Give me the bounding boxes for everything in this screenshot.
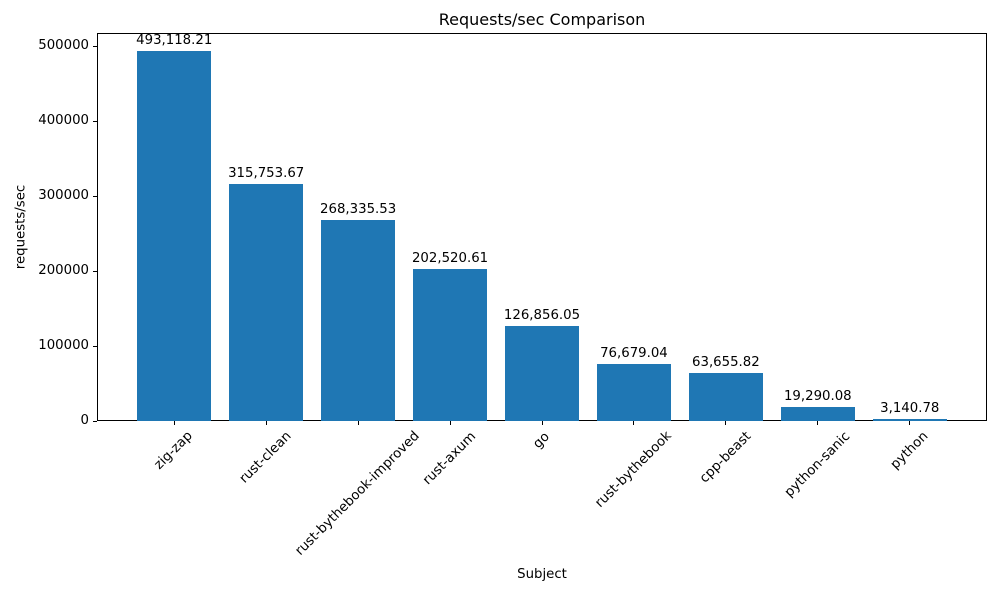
x-tick — [173, 421, 175, 425]
y-tick — [93, 345, 97, 347]
x-tick-label: zig-zap — [151, 428, 196, 474]
y-tick — [93, 195, 97, 197]
y-tick — [93, 120, 97, 122]
bar-zig-zap — [137, 51, 211, 421]
bar-cpp-beast — [689, 373, 763, 421]
y-tick-label: 200000 — [38, 263, 89, 279]
y-tick — [93, 270, 97, 272]
x-tick-label: rust-axum — [420, 428, 480, 488]
x-tick — [909, 421, 911, 425]
bar-value-label: 19,290.08 — [783, 388, 852, 404]
x-tick — [449, 421, 451, 425]
y-tick-label: 500000 — [38, 38, 89, 54]
x-tick-label: rust-bythebook — [592, 428, 675, 512]
bar-python-sanic — [781, 406, 855, 421]
bar-value-label: 3,140.78 — [880, 400, 940, 416]
bar-rust-clean — [229, 184, 303, 421]
x-tick — [357, 421, 359, 425]
bar-value-label: 315,753.67 — [228, 166, 305, 182]
bar-value-label: 63,655.82 — [692, 355, 760, 371]
bar-value-label: 202,520.61 — [411, 251, 489, 267]
x-axis-label: Subject — [517, 567, 567, 582]
bar-value-label: 76,679.04 — [600, 345, 668, 361]
bar-python — [872, 418, 947, 421]
y-tick-label: 400000 — [38, 113, 89, 129]
x-tick-label: rust-bythebook-improved — [292, 428, 423, 560]
x-tick-label: go — [530, 429, 553, 452]
bar-value-label: 126,856.05 — [503, 307, 581, 323]
bar-go — [505, 325, 579, 421]
y-tick-label: 300000 — [38, 188, 89, 204]
x-tick-label: cpp-beast — [696, 429, 755, 487]
x-tick — [725, 421, 727, 425]
y-tick — [93, 45, 97, 47]
x-tick — [541, 421, 543, 425]
bar-value-label: 493,118.21 — [136, 33, 213, 49]
x-tick-label: python-sanic — [781, 429, 854, 501]
x-tick — [633, 421, 635, 425]
bar-rust-bythebook-improved — [321, 219, 395, 421]
y-tick — [93, 420, 97, 422]
x-tick — [265, 421, 267, 425]
x-tick-label: python — [887, 429, 932, 473]
x-tick — [817, 421, 819, 425]
y-tick-label: 100000 — [38, 338, 89, 354]
bar-rust-bythebook — [597, 363, 671, 421]
bar-rust-axum — [413, 269, 487, 421]
bar-value-label: 268,335.53 — [320, 201, 397, 217]
chart-title: Requests/sec Comparison — [438, 10, 646, 29]
x-tick-label: rust-clean — [236, 429, 295, 487]
y-tick-label: 0 — [80, 413, 89, 428]
